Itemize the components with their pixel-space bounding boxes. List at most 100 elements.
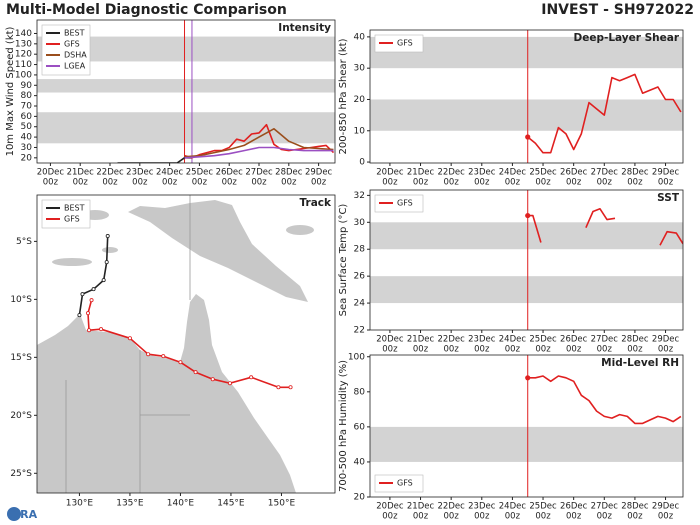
panel-title: Track bbox=[300, 197, 332, 209]
x-tick-label: 20Dec bbox=[376, 502, 404, 512]
page-title: Multi-Model Diagnostic Comparison bbox=[6, 2, 287, 18]
x-tick-label: 00z bbox=[627, 512, 643, 522]
x-tick-label: 00z bbox=[222, 178, 238, 188]
y-tick-label: 26 bbox=[354, 272, 366, 282]
x-tick-label: 140°E bbox=[167, 499, 195, 509]
x-tick-label: 23Dec bbox=[126, 168, 154, 178]
x-tick-label: 00z bbox=[597, 178, 613, 188]
category-band bbox=[37, 112, 335, 144]
track-point bbox=[127, 336, 132, 341]
legend-label: BEST bbox=[64, 204, 85, 213]
y-tick-label: 40 bbox=[21, 133, 33, 143]
x-tick-label: 00z bbox=[413, 512, 429, 522]
track-point bbox=[101, 278, 106, 283]
x-tick-label: 00z bbox=[311, 178, 327, 188]
island bbox=[102, 247, 118, 253]
y-tick-label: 130 bbox=[15, 39, 32, 49]
x-tick-label: 00z bbox=[251, 178, 267, 188]
y-tick-label: 80 bbox=[21, 91, 33, 101]
x-tick-label: 00z bbox=[658, 512, 674, 522]
track-point bbox=[89, 298, 94, 303]
x-tick-label: 22Dec bbox=[96, 168, 124, 178]
y-tick-label: 28 bbox=[354, 245, 366, 255]
y-tick-label: 20°S bbox=[10, 411, 32, 421]
x-tick-label: 150°E bbox=[268, 499, 296, 509]
y-tick-label: 30 bbox=[354, 218, 366, 228]
y-tick-label: 40 bbox=[354, 32, 366, 42]
y-tick-label: 100 bbox=[15, 70, 32, 80]
y-axis-label: 700-500 hPa Humidity (%) bbox=[338, 360, 349, 492]
x-tick-label: 00z bbox=[474, 345, 490, 355]
category-band bbox=[370, 99, 683, 131]
x-tick-label: 20Dec bbox=[376, 168, 404, 178]
x-tick-label: 24Dec bbox=[156, 168, 184, 178]
x-tick-label: 00z bbox=[162, 178, 178, 188]
category-band bbox=[370, 222, 683, 250]
track-point bbox=[77, 313, 82, 318]
track-point bbox=[146, 352, 151, 357]
x-tick-label: 00z bbox=[73, 178, 89, 188]
y-tick-label: 22 bbox=[354, 326, 365, 336]
x-tick-label: 29Dec bbox=[652, 168, 680, 178]
series-line bbox=[78, 235, 109, 316]
x-tick-label: 00z bbox=[627, 178, 643, 188]
x-tick-label: 23Dec bbox=[468, 502, 496, 512]
track-point bbox=[288, 385, 293, 390]
x-tick-label: 00z bbox=[597, 345, 613, 355]
y-tick-label: 70 bbox=[21, 102, 33, 112]
series-line bbox=[184, 128, 334, 158]
y-tick-label: 110 bbox=[15, 60, 32, 70]
y-tick-label: 20 bbox=[354, 493, 366, 503]
x-tick-label: 135°E bbox=[116, 499, 144, 509]
panel-title: Intensity bbox=[278, 22, 331, 34]
x-tick-label: 28Dec bbox=[621, 335, 649, 345]
start-marker bbox=[525, 375, 531, 381]
legend-box bbox=[41, 199, 91, 229]
x-tick-label: 20Dec bbox=[376, 335, 404, 345]
x-tick-label: 00z bbox=[281, 178, 297, 188]
category-band bbox=[370, 426, 683, 462]
track-point bbox=[99, 327, 104, 332]
x-tick-label: 28Dec bbox=[275, 168, 303, 178]
x-tick-label: 00z bbox=[566, 345, 582, 355]
y-tick-label: 32 bbox=[354, 191, 365, 201]
legend-label: GFS bbox=[397, 199, 413, 208]
x-tick-label: 00z bbox=[597, 512, 613, 522]
x-tick-label: 24Dec bbox=[499, 168, 527, 178]
x-tick-label: 00z bbox=[474, 512, 490, 522]
x-tick-label: 26Dec bbox=[560, 168, 588, 178]
legend-label: GFS bbox=[64, 40, 80, 49]
x-tick-label: 25Dec bbox=[186, 168, 214, 178]
x-tick-label: 25Dec bbox=[529, 168, 557, 178]
x-tick-label: 00z bbox=[382, 345, 398, 355]
y-tick-label: 24 bbox=[354, 299, 366, 309]
x-tick-label: 00z bbox=[192, 178, 208, 188]
track-point bbox=[210, 377, 215, 382]
x-tick-label: 00z bbox=[382, 512, 398, 522]
x-tick-label: 22Dec bbox=[438, 335, 466, 345]
y-axis-label: Sea Surface Temp (°C) bbox=[338, 204, 349, 317]
y-tick-label: 20 bbox=[354, 95, 366, 105]
x-tick-label: 24Dec bbox=[499, 335, 527, 345]
island bbox=[286, 225, 314, 235]
storm-id: INVEST - SH972022 bbox=[541, 2, 694, 18]
y-tick-label: 80 bbox=[354, 387, 366, 397]
legend-label: DSHA bbox=[64, 51, 87, 60]
y-tick-label: 10 bbox=[354, 126, 366, 136]
y-tick-label: 50 bbox=[21, 122, 33, 132]
x-tick-label: 23Dec bbox=[468, 335, 496, 345]
australia bbox=[37, 294, 296, 493]
x-tick-label: 130°E bbox=[66, 499, 94, 509]
logo: CIRA bbox=[8, 508, 38, 521]
logo-mark bbox=[7, 507, 21, 521]
x-tick-label: 27Dec bbox=[591, 168, 619, 178]
x-tick-label: 00z bbox=[566, 178, 582, 188]
x-tick-label: 29Dec bbox=[305, 168, 333, 178]
x-tick-label: 00z bbox=[132, 178, 148, 188]
panel-title: Deep-Layer Shear bbox=[573, 32, 679, 44]
legend-label: GFS bbox=[64, 215, 80, 224]
plot-frame bbox=[369, 29, 684, 164]
x-tick-label: 00z bbox=[474, 178, 490, 188]
x-tick-label: 00z bbox=[505, 512, 521, 522]
